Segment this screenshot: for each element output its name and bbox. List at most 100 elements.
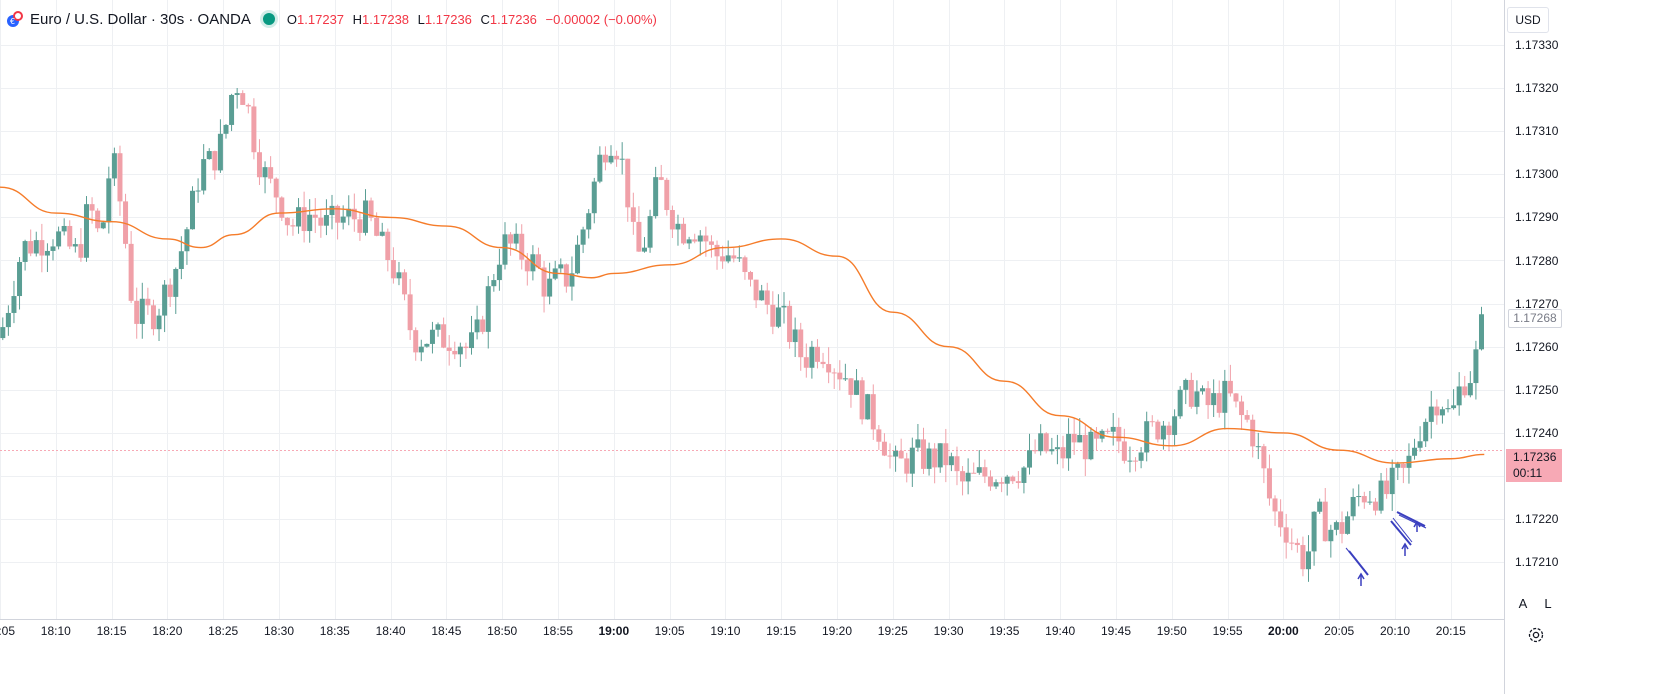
candle-body bbox=[301, 207, 307, 232]
candles bbox=[0, 87, 1484, 582]
candle-body bbox=[999, 482, 1005, 484]
last-price-tag: 1.17236 00:11 bbox=[1506, 449, 1562, 482]
candle-body bbox=[1283, 527, 1289, 543]
drawing-arrow-2[interactable] bbox=[1390, 517, 1413, 556]
user-drawings[interactable] bbox=[1345, 511, 1427, 586]
candle-body bbox=[1183, 379, 1189, 390]
candle-body bbox=[569, 273, 575, 287]
candle-body bbox=[429, 329, 435, 344]
log-scale-button[interactable]: L bbox=[1538, 594, 1558, 614]
candle-body bbox=[971, 472, 977, 474]
candle-body bbox=[1177, 389, 1183, 417]
candle-body bbox=[859, 380, 865, 420]
candle-body bbox=[441, 324, 447, 348]
candle-body bbox=[686, 239, 692, 244]
candle-body bbox=[1439, 409, 1445, 416]
candle-body bbox=[312, 214, 318, 218]
euro-dollar-icon[interactable]: € bbox=[6, 10, 24, 28]
last-price-value: 1.17236 bbox=[1513, 450, 1557, 464]
candle-body bbox=[1339, 522, 1345, 534]
drawing-arrow-1[interactable] bbox=[1345, 547, 1369, 586]
candle-body bbox=[1478, 314, 1484, 350]
svg-text:€: € bbox=[10, 17, 15, 26]
candle-body bbox=[1434, 406, 1440, 416]
candle-body bbox=[625, 158, 631, 208]
candle-body bbox=[524, 259, 530, 272]
candle-body bbox=[474, 319, 480, 333]
candle-body bbox=[50, 246, 56, 251]
candle-body bbox=[519, 233, 525, 260]
candle-body bbox=[61, 225, 67, 232]
low-value: 1.17236 bbox=[424, 11, 472, 27]
candle-body bbox=[1328, 529, 1334, 542]
candle-body bbox=[965, 472, 971, 482]
price-tick-label: 1.17300 bbox=[1515, 167, 1559, 182]
candle-body bbox=[128, 243, 134, 301]
candle-body bbox=[770, 304, 776, 327]
candle-body bbox=[1289, 542, 1295, 544]
time-tick-label: 18:30 bbox=[263, 624, 295, 638]
candle-body bbox=[731, 255, 737, 259]
symbol-title[interactable]: Euro / U.S. Dollar · 30s · OANDA bbox=[30, 10, 251, 28]
time-tick-label: 19:10 bbox=[710, 624, 741, 638]
high-label: H bbox=[352, 11, 363, 27]
candle-body bbox=[541, 267, 547, 297]
price-tick-label: 1.17220 bbox=[1515, 512, 1559, 527]
candle-body bbox=[1389, 467, 1395, 495]
time-tick-label: 19:15 bbox=[766, 624, 797, 638]
candle-body bbox=[39, 240, 45, 256]
candle-body bbox=[362, 200, 368, 233]
candle-body bbox=[1199, 388, 1205, 392]
candle-body bbox=[78, 244, 84, 258]
candle-body bbox=[636, 221, 642, 252]
candle-body bbox=[1155, 421, 1161, 440]
candle-body bbox=[273, 178, 279, 198]
candle-body bbox=[1010, 476, 1016, 482]
candle-body bbox=[402, 272, 408, 295]
candle-body bbox=[1367, 501, 1373, 503]
candle-body bbox=[820, 361, 826, 365]
candle-body bbox=[870, 394, 876, 430]
time-tick-label: 20:10 bbox=[1379, 624, 1411, 638]
candle-body bbox=[145, 298, 151, 306]
candle-body bbox=[781, 305, 787, 308]
candle-body bbox=[948, 456, 954, 466]
time-tick-label: 19:30 bbox=[933, 624, 964, 638]
candle-body bbox=[1244, 415, 1250, 420]
candle-body bbox=[123, 201, 129, 244]
candle-body bbox=[1166, 425, 1172, 435]
candle-body bbox=[284, 217, 290, 226]
time-tick-label: 19:40 bbox=[1045, 624, 1076, 638]
candle-body bbox=[580, 229, 586, 245]
auto-scale-button[interactable]: A bbox=[1513, 594, 1533, 614]
candle-body bbox=[279, 197, 285, 218]
candle-body bbox=[937, 443, 943, 468]
candle-body bbox=[1082, 434, 1088, 460]
candle-body bbox=[1116, 426, 1122, 442]
candle-body bbox=[697, 235, 703, 242]
candle-body bbox=[1211, 393, 1217, 406]
gear-icon[interactable] bbox=[1526, 625, 1546, 645]
ghost-price-label: 1.17268 bbox=[1508, 309, 1562, 328]
candle-body bbox=[748, 272, 754, 280]
drawing-arrow-3[interactable] bbox=[1396, 511, 1427, 532]
candle-body bbox=[212, 151, 218, 171]
candle-body bbox=[535, 254, 541, 268]
candle-body bbox=[100, 222, 106, 229]
candle-body bbox=[602, 154, 608, 163]
candle-body bbox=[1261, 446, 1267, 469]
candle-body bbox=[675, 223, 681, 230]
candle-body bbox=[22, 241, 28, 262]
time-tick-label: 18:45 bbox=[431, 624, 462, 638]
candle-body bbox=[167, 284, 173, 297]
candle-body bbox=[491, 280, 497, 287]
currency-selector[interactable]: USD bbox=[1507, 7, 1549, 33]
candle-body bbox=[1032, 450, 1038, 452]
bar-countdown: 00:11 bbox=[1513, 466, 1543, 480]
candle-body bbox=[1093, 431, 1099, 439]
candle-body bbox=[0, 327, 6, 339]
candle-body bbox=[848, 378, 854, 395]
time-tick-label: 19:00 bbox=[598, 624, 630, 638]
candle-body bbox=[803, 357, 809, 368]
